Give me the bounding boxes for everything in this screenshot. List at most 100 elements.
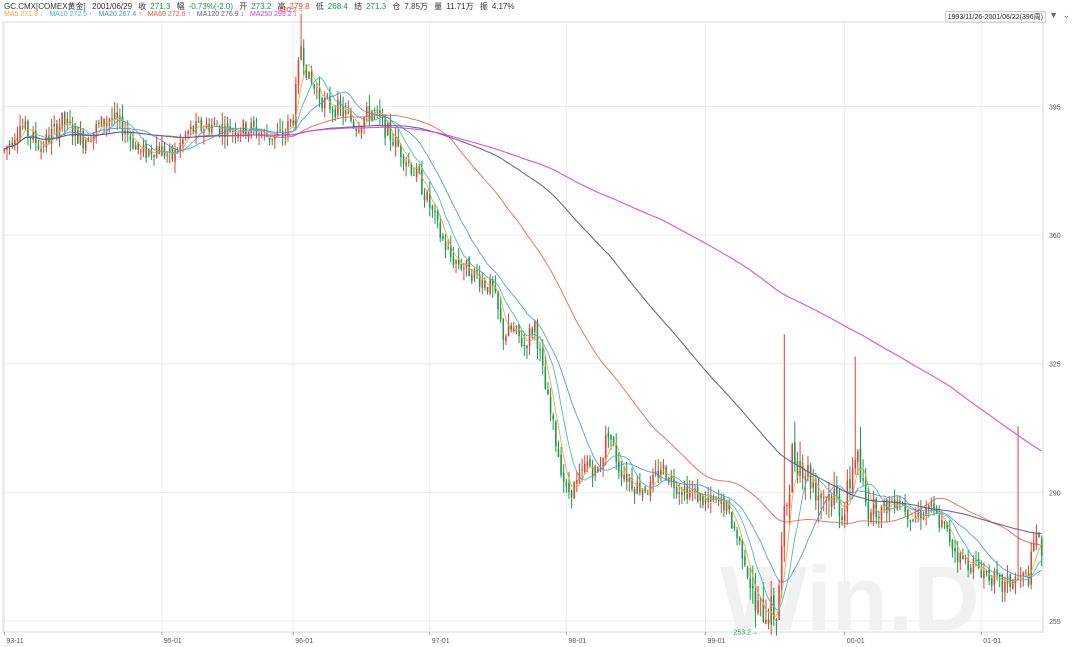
settle-value: 271.3 — [366, 2, 387, 11]
candle-body — [528, 328, 531, 346]
candle-body — [397, 136, 400, 147]
x-tick-label: 99-01 — [708, 638, 726, 645]
candle-body — [415, 167, 418, 178]
candle-body — [583, 463, 586, 472]
ma-line — [3, 124, 1042, 535]
candle-body — [305, 64, 308, 78]
candle-body — [11, 142, 13, 146]
candle-body — [846, 480, 849, 512]
high-label: 高 — [277, 2, 286, 11]
candle-body — [678, 492, 681, 494]
candle-body — [184, 134, 187, 137]
candle-body — [557, 448, 560, 457]
candle-body — [389, 121, 392, 141]
candle-body — [775, 619, 778, 621]
candle-body — [334, 108, 337, 118]
candle-body — [463, 268, 465, 270]
candle-body — [1033, 542, 1035, 551]
candle-body — [568, 483, 570, 492]
ma-line — [227, 126, 1043, 452]
candle-body — [670, 475, 673, 482]
candle-body — [586, 461, 589, 466]
candle-body — [365, 106, 368, 116]
candle-body — [639, 482, 641, 493]
low-label: 低 — [315, 2, 324, 11]
candle-body — [421, 170, 423, 195]
candle-body — [941, 519, 943, 527]
candle-body — [807, 464, 809, 477]
candle-body — [166, 154, 168, 156]
candle-body — [959, 552, 962, 563]
candle-body — [471, 274, 473, 281]
candle-body — [560, 454, 562, 476]
candle-body — [1004, 581, 1006, 593]
candle-body — [741, 539, 744, 559]
candle-body — [74, 125, 77, 137]
candle-body — [815, 480, 817, 501]
dropdown-icon[interactable]: ⌄ — [1062, 10, 1070, 20]
candle-body — [452, 256, 455, 265]
candle-body — [547, 389, 549, 395]
candle-body — [153, 155, 155, 158]
candle-body — [90, 140, 92, 142]
x-tick-label: 01-01 — [983, 638, 1001, 645]
y-tick-label: 325 — [1049, 362, 1061, 369]
candle-body — [147, 149, 150, 156]
candle-body — [295, 84, 297, 128]
candle-body — [494, 286, 497, 293]
candle-body — [964, 557, 967, 560]
low-value: 268.4 — [327, 2, 348, 11]
candle-body — [927, 505, 930, 509]
candle-body — [113, 112, 116, 120]
candle-body — [342, 106, 344, 117]
candle-body — [1017, 578, 1019, 580]
candle-body — [523, 344, 526, 346]
candle-body — [63, 112, 66, 125]
candle-body — [45, 134, 48, 148]
candle-body — [434, 210, 436, 213]
candle-body — [239, 133, 242, 136]
candle-body — [321, 98, 323, 109]
candle-body — [129, 136, 132, 140]
candle-body — [318, 88, 321, 100]
candle-body — [515, 326, 518, 328]
candle-body — [140, 151, 142, 153]
candle-body — [218, 125, 221, 135]
candle-body — [783, 505, 786, 547]
candle-body — [752, 585, 754, 589]
candle-body — [187, 130, 189, 135]
candle-body — [901, 503, 904, 505]
candle-body — [1001, 574, 1004, 592]
candle-body — [702, 495, 704, 505]
candle-body — [1035, 532, 1038, 546]
oi-value: 7.85万 — [404, 2, 428, 11]
candle-body — [439, 222, 442, 239]
candle-body — [58, 126, 61, 139]
ma-line — [4, 76, 1042, 611]
candle-body — [27, 121, 29, 137]
candle-body — [103, 118, 105, 126]
oi-label: 仓 — [392, 2, 401, 11]
candle-body — [633, 488, 636, 495]
candle-body — [541, 348, 544, 366]
triangle-down-icon[interactable]: ▼ — [1049, 10, 1058, 20]
candle-body — [849, 479, 851, 489]
candle-body — [142, 145, 145, 153]
candle-body — [943, 521, 946, 524]
candle-body — [636, 481, 639, 494]
candle-body — [948, 527, 951, 542]
candle-body — [50, 129, 53, 144]
candle-body — [431, 205, 434, 210]
candle-body — [61, 112, 63, 128]
candle-body — [765, 619, 767, 625]
candle-body — [352, 121, 355, 128]
candle-body — [612, 437, 615, 444]
candle-body — [699, 493, 702, 501]
candle-body — [84, 140, 87, 151]
settle-label: 结 — [354, 2, 363, 11]
candle-body — [969, 567, 972, 573]
candle-body — [300, 45, 302, 60]
y-tick-label: 255 — [1049, 619, 1061, 626]
candle-body — [271, 138, 273, 140]
candle-body — [683, 486, 686, 493]
